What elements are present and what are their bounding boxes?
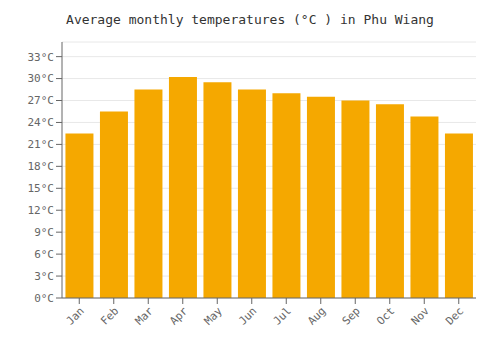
svg-text:Apr: Apr	[167, 304, 191, 328]
svg-text:18°C: 18°C	[28, 160, 55, 173]
html-text:Average monthly temperatures (: Average monthly temperatures (°C ) in Ph…	[66, 12, 434, 27]
svg-text:9°C: 9°C	[34, 226, 54, 239]
svg-text:Mar: Mar	[133, 304, 157, 328]
svg-text:27°C: 27°C	[28, 94, 55, 107]
svg-text:Oct: Oct	[374, 304, 397, 327]
svg-text:30°C: 30°C	[28, 72, 55, 85]
svg-text:Aug: Aug	[305, 304, 328, 327]
svg-text:Jul: Jul	[271, 304, 294, 327]
svg-text:May: May	[202, 304, 226, 328]
svg-text:3°C: 3°C	[34, 270, 54, 283]
svg-text:12°C: 12°C	[28, 204, 55, 217]
svg-text:Feb: Feb	[98, 304, 121, 327]
svg-text:24°C: 24°C	[28, 116, 55, 129]
svg-text:33°C: 33°C	[28, 51, 55, 64]
svg-text:Nov: Nov	[409, 304, 433, 328]
svg-text:0°C: 0°C	[34, 292, 54, 305]
svg-text:Jan: Jan	[64, 304, 87, 327]
svg-text:6°C: 6°C	[34, 248, 54, 261]
svg-text:Sep: Sep	[340, 304, 363, 327]
svg-text:15°C: 15°C	[28, 182, 55, 195]
svg-text:Dec: Dec	[443, 304, 466, 327]
svg-text:Jun: Jun	[236, 304, 259, 327]
svg-text:21°C: 21°C	[28, 138, 55, 151]
